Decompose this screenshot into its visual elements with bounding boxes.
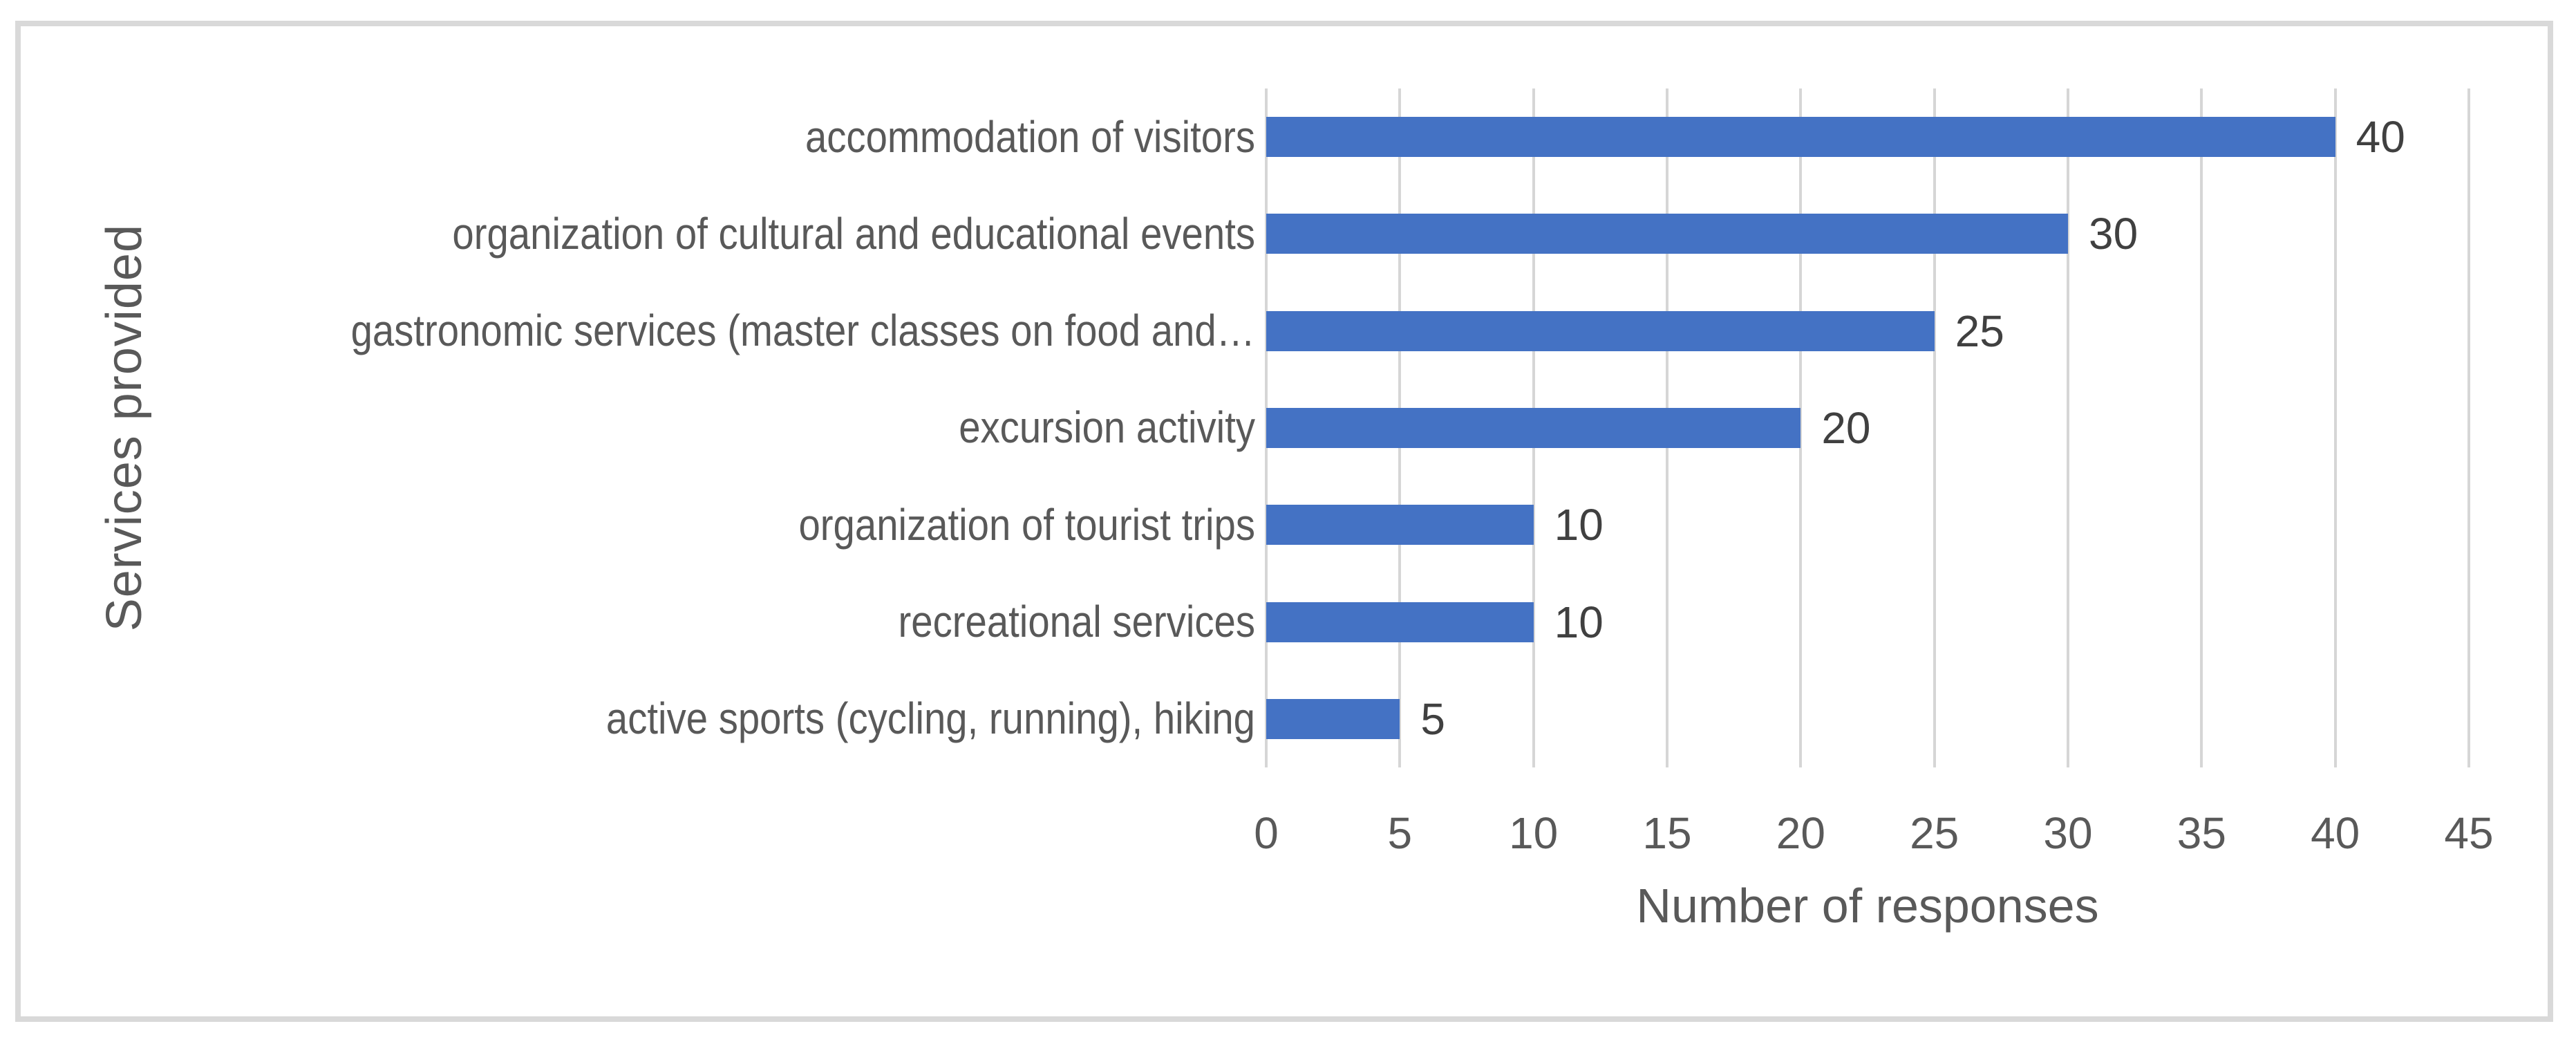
bar-value-label: 40 — [2356, 112, 2405, 162]
bar — [1266, 310, 1935, 351]
x-tick-label: 45 — [2444, 808, 2494, 858]
category-label: organization of cultural and educational… — [452, 208, 1255, 259]
plot-area: 40 30 25 20 10 10 5 — [1265, 88, 2470, 767]
gridline — [2066, 88, 2069, 767]
x-tick-label: 35 — [2177, 808, 2226, 858]
chart-frame: Services provided accommodation of visit… — [15, 21, 2553, 1022]
category-label: excursion activity — [959, 402, 1255, 453]
bar — [1266, 698, 1400, 739]
gridline — [2333, 88, 2337, 767]
bar-value-label: 30 — [2088, 209, 2138, 259]
x-tick-label: 30 — [2043, 808, 2093, 858]
gridline — [2200, 88, 2203, 767]
bar — [1266, 117, 2335, 158]
bar-value-label: 20 — [1821, 402, 1871, 453]
bar-value-label: 10 — [1554, 597, 1604, 647]
category-label: active sports (cycling, running), hiking — [605, 693, 1255, 744]
x-axis-tick-labels: 0 5 10 15 20 25 30 35 40 45 — [1254, 808, 2493, 858]
x-tick-label: 10 — [1509, 808, 1559, 858]
x-tick-label: 0 — [1254, 808, 1279, 858]
category-axis-labels: accommodation of visitors organization of… — [21, 88, 1255, 767]
bar-value-label: 5 — [1420, 693, 1445, 744]
x-tick-label: 25 — [1910, 808, 1959, 858]
category-label: organization of tourist trips — [798, 499, 1255, 550]
category-label: gastronomic services (master classes on … — [350, 306, 1255, 356]
category-label: recreational services — [898, 596, 1255, 646]
x-tick-label: 40 — [2311, 808, 2360, 858]
bar-value-label: 25 — [1955, 306, 2004, 356]
x-tick-label: 20 — [1776, 808, 1825, 858]
x-tick-label: 5 — [1387, 808, 1413, 858]
bar — [1266, 505, 1534, 546]
gridline — [1933, 88, 1936, 767]
bar-value-label: 10 — [1554, 500, 1604, 550]
category-label: accommodation of visitors — [805, 111, 1255, 162]
bar — [1266, 602, 1534, 642]
gridline — [1799, 88, 1803, 767]
x-tick-label: 15 — [1642, 808, 1692, 858]
gridline — [2467, 88, 2470, 767]
x-axis-title: Number of responses — [1636, 879, 2099, 933]
bar — [1266, 408, 1801, 448]
bar — [1266, 214, 2068, 254]
